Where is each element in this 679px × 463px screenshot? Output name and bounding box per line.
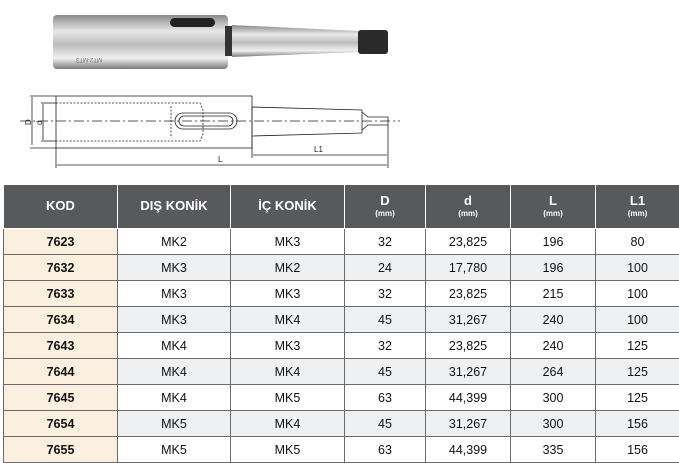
header-label: KOD	[46, 198, 75, 213]
header-unit: (mm)	[426, 210, 510, 219]
table-cell: 125	[596, 359, 679, 385]
table-cell: 196	[511, 255, 596, 281]
product-table: KOD DIŞ KONİK İÇ KONİK D (mm) d (mm) L (mm) L1 (mm…	[3, 185, 679, 463]
table-cell: 335	[511, 437, 596, 463]
header-label: L1	[630, 193, 645, 208]
table-cell: 125	[596, 385, 679, 411]
table-cell: MK3	[118, 307, 231, 333]
table-cell: MK2	[118, 229, 231, 255]
column-header: L (mm)	[511, 185, 596, 229]
table-cell: 100	[596, 281, 679, 307]
table-cell: 23,825	[426, 229, 511, 255]
table-cell: MK3	[231, 333, 345, 359]
table-cell: 31,267	[426, 411, 511, 437]
kod-cell: 7644	[4, 359, 118, 385]
table-cell: 44,399	[426, 437, 511, 463]
table-cell: MK4	[231, 411, 345, 437]
table-cell: 240	[511, 307, 596, 333]
table-cell: MK2	[231, 255, 345, 281]
dim-L-label: L	[218, 155, 223, 164]
kod-cell: 7633	[4, 281, 118, 307]
header-label: DIŞ KONİK	[140, 198, 207, 213]
table-cell: 31,267	[426, 307, 511, 333]
table-cell: 45	[345, 411, 426, 437]
table-cell: 63	[345, 385, 426, 411]
kod-cell: 7645	[4, 385, 118, 411]
header-label: D	[380, 193, 389, 208]
dim-D-label: D	[24, 119, 33, 125]
header-label: L	[549, 193, 557, 208]
header-unit: (mm)	[345, 210, 425, 219]
dim-d-label: d	[35, 121, 44, 125]
column-header: D (mm)	[345, 185, 426, 229]
column-header: d (mm)	[426, 185, 511, 229]
table-cell: 125	[596, 333, 679, 359]
table-cell: MK4	[231, 307, 345, 333]
table-cell: 156	[596, 437, 679, 463]
kod-cell: 7632	[4, 255, 118, 281]
kod-cell: 7623	[4, 229, 118, 255]
table-cell: MK4	[118, 385, 231, 411]
column-header: İÇ KONİK	[231, 185, 345, 229]
table-cell: 32	[345, 333, 426, 359]
product-figure: MT2-MT3 D d L L1	[0, 0, 679, 180]
table-cell: 100	[596, 307, 679, 333]
header-unit: (mm)	[596, 210, 679, 219]
technical-drawing	[20, 96, 400, 168]
table-cell: MK5	[231, 385, 345, 411]
table-cell: 32	[345, 281, 426, 307]
table-cell: MK5	[231, 437, 345, 463]
table-cell: 300	[511, 411, 596, 437]
kod-cell: 7654	[4, 411, 118, 437]
table-cell: 80	[596, 229, 679, 255]
table-cell: 23,825	[426, 281, 511, 307]
table-cell: 240	[511, 333, 596, 359]
table-cell: 215	[511, 281, 596, 307]
photo-marking: MT2-MT3	[75, 56, 102, 62]
kod-cell: 7655	[4, 437, 118, 463]
kod-cell: 7634	[4, 307, 118, 333]
table-cell: 45	[345, 307, 426, 333]
column-header: DIŞ KONİK	[118, 185, 231, 229]
table-cell: MK3	[118, 281, 231, 307]
table-cell: MK4	[118, 333, 231, 359]
table-cell: MK3	[231, 229, 345, 255]
table-cell: MK4	[118, 359, 231, 385]
table-cell: 24	[345, 255, 426, 281]
column-header: KOD	[4, 185, 118, 229]
table-cell: 264	[511, 359, 596, 385]
table-cell: MK3	[118, 255, 231, 281]
dim-L1-label: L1	[314, 145, 323, 154]
table-cell: 32	[345, 229, 426, 255]
table-cell: 44,399	[426, 385, 511, 411]
table-cell: 31,267	[426, 359, 511, 385]
kod-cell: 7643	[4, 333, 118, 359]
table-cell: 23,825	[426, 333, 511, 359]
table-cell: 17,780	[426, 255, 511, 281]
table-cell: MK3	[231, 281, 345, 307]
table-cell: 63	[345, 437, 426, 463]
product-photo: MT2-MT3	[53, 15, 388, 69]
header-label: d	[464, 193, 472, 208]
column-header: L1 (mm)	[596, 185, 679, 229]
table-cell: 156	[596, 411, 679, 437]
header-label: İÇ KONİK	[258, 198, 317, 213]
table-cell: 45	[345, 359, 426, 385]
table-cell: 300	[511, 385, 596, 411]
table-cell: MK4	[231, 359, 345, 385]
header-unit: (mm)	[511, 210, 595, 219]
table-cell: MK5	[118, 437, 231, 463]
table-cell: 196	[511, 229, 596, 255]
table-cell: 100	[596, 255, 679, 281]
table-cell: MK5	[118, 411, 231, 437]
